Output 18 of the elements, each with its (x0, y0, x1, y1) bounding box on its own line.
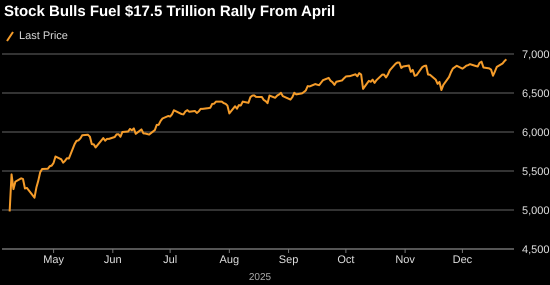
y-tick-label: 6,000 (522, 126, 550, 139)
y-tick-label: 5,500 (522, 166, 550, 178)
chart-title: Stock Bulls Fuel $17.5 Trillion Rally From April (4, 3, 336, 20)
x-tick-label: Oct (337, 254, 354, 266)
y-tick-label: 7,000 (522, 48, 550, 61)
legend-label: Last Price (19, 30, 68, 42)
x-tick-label: Dec (452, 254, 473, 266)
x-tick-label: Sep (278, 254, 298, 266)
y-tick-label: 6,500 (522, 88, 550, 100)
y-tick-label: 4,500 (522, 244, 550, 256)
x-tick-label: Nov (395, 254, 416, 266)
x-axis-title: 2025 (248, 272, 272, 283)
x-tick-label: Jun (104, 254, 122, 266)
y-tick-label: 5,000 (522, 204, 550, 217)
line-series (8, 58, 508, 212)
x-tick-label: Jul (163, 254, 178, 266)
x-tick-label: May (43, 254, 64, 266)
x-tick-label: Aug (220, 254, 240, 266)
